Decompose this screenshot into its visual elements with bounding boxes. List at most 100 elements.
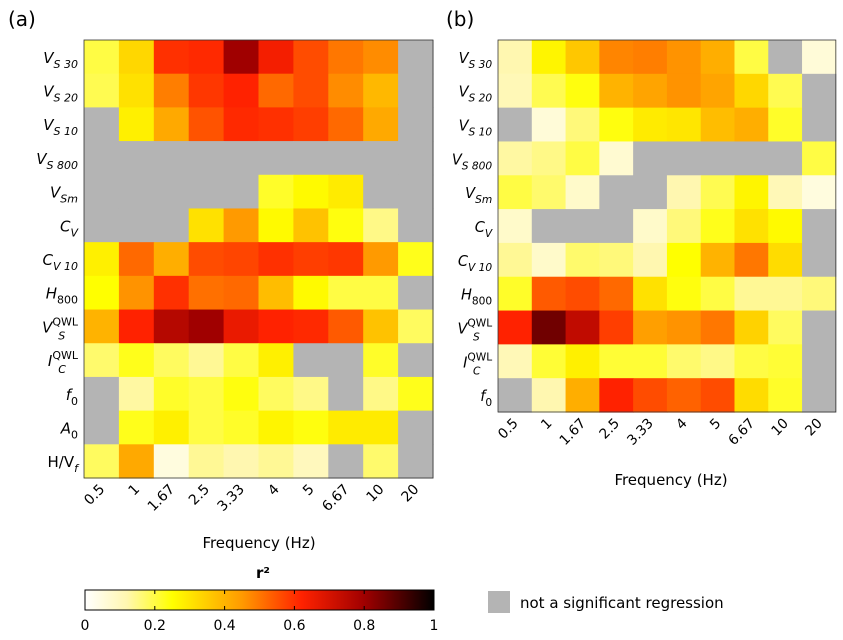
panel-a-cell [188,208,225,243]
panel-b-xlabel: Frequency (Hz) [614,471,727,489]
panel-a-cell [188,275,225,311]
panel-b-cell [565,378,600,413]
panel-b-cell [531,175,567,210]
panel-a-cell [293,107,329,142]
panel-b-cell [599,378,634,413]
panel-a-cell [223,410,260,445]
colorbar-ticks: 0 0.2 0.4 0.6 0.8 1 [81,590,438,634]
panel-b-cell [498,378,533,413]
panel-a-row-label: VS 20 [43,83,78,105]
panel-a-frame [83,39,434,479]
panel-b-row-label: VS 20 [459,84,493,105]
panel-a-cell [363,275,399,311]
panel-a-cell [258,208,294,243]
panel-b-cell [700,73,736,109]
panel-b-x-tick: 1.67 [557,415,589,449]
panel-b-cell [700,242,736,278]
panel-b-cell [768,209,803,244]
panel-a-cell [188,242,225,277]
panel-b-cell [666,40,702,75]
panel-a-cell [118,73,155,108]
panel-a-cell [118,309,155,344]
panel-a-cell [84,309,120,344]
panel-a-cell [118,410,155,445]
panel-a-cell [363,242,399,277]
panel-b-cell [633,107,668,143]
panel-a-cell [188,376,225,412]
panel-a-row-label: VQWL S [42,315,79,342]
panel-a-cell [118,275,155,311]
panel-a-cell [363,376,399,412]
panel-b-cell [599,107,634,143]
panel-b-cell [700,175,736,210]
panel-b-cell [700,107,736,143]
panel-a-cell [328,376,364,412]
panel-a-x-tick: 1.67 [145,482,178,515]
panel-a-cell [363,73,399,108]
panel-b-cell [565,276,600,312]
panel-b-cell [666,310,702,345]
panel-b-row-label: CV [475,219,494,240]
panel-a-cell [84,208,120,243]
panel-b-cell [802,276,837,312]
panel-b-cell [633,276,668,312]
panel-a-cell [153,343,190,378]
panel-b-cell [565,175,600,210]
panel-a-cell [84,444,120,479]
panel-a-cell [293,141,329,176]
panel-a-cell [223,343,260,378]
panel-b-cell [666,209,702,244]
panel-a-cell [84,40,120,75]
panel-a-cell [188,107,225,142]
panel-b-cell [666,141,702,176]
panel-a-cell [328,208,364,243]
panel-a-cell [328,444,364,479]
panel-a-cell [84,376,120,412]
panel-a-row-label: VS 10 [43,116,78,138]
panel-a-cell [293,444,329,479]
panel-a-cell [118,107,155,142]
panel-a-cell [398,275,434,311]
panel-b-x-tick: 1 [538,415,555,433]
panel-b-label: (b) [446,7,474,31]
panel-a-cell [398,309,434,344]
panel-b-x-tick: 2.5 [597,415,623,442]
panel-a-row-label: CV [60,217,79,239]
panel-b-cell [531,344,567,379]
panel-b-cell [734,175,769,210]
panel-b-row-label: f0 [480,388,492,409]
panel-a-cell [363,410,399,445]
panel-a-cell [223,309,260,344]
panel-a-cell [118,376,155,412]
panel-b-cell [768,310,803,345]
panel-a-cell [293,208,329,243]
panel-b-cell [768,344,803,379]
panel-a-cell [363,444,399,479]
panel-b-row-label: VSm [465,185,492,206]
panel-b-cell [734,276,769,312]
panel-a-cell [153,376,190,412]
panel-a-cell [188,141,225,176]
panel-a-cell [328,174,364,210]
panel-b-cell [531,242,567,278]
panel-b-cell [531,40,567,75]
panel-a-cell [258,444,294,479]
panel-a-cell [118,40,155,75]
panel-b-cell [802,310,837,345]
panel-a-cell [258,343,294,378]
panel-a-cell [223,40,260,75]
panel-a-cell [188,343,225,378]
panel-b-cell [666,242,702,278]
panel-b-cell [768,378,803,413]
panel-b-row-label: VS 30 [459,50,493,71]
colorbar-tick-label: 0.2 [144,618,166,634]
panel-b-cell [531,209,567,244]
panel-a-cell [258,107,294,142]
panel-a-cell [84,174,120,210]
panel-a-cell [258,309,294,344]
panel-b-cell [768,141,803,176]
panel-b-cell [768,242,803,278]
panel-b-cell [498,344,533,379]
panel-b-cell [498,107,533,143]
